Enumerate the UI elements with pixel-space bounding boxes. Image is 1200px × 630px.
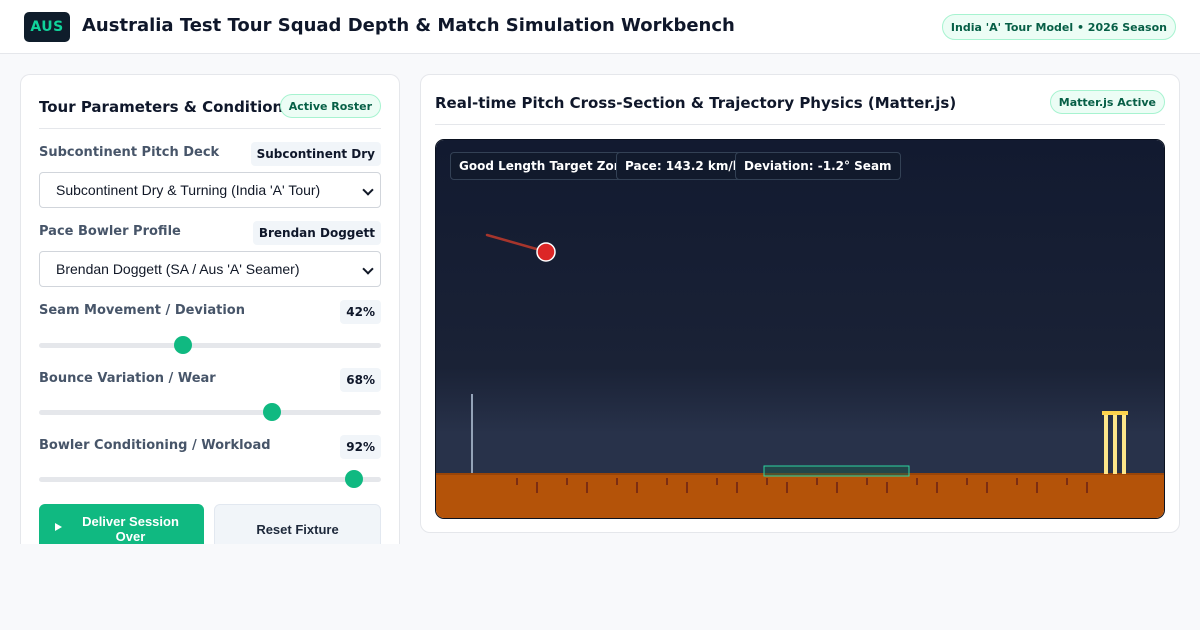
night-sky-background <box>436 140 1164 474</box>
cricket-ball <box>536 242 556 262</box>
bounce-variation-label: Bounce Variation / Wear <box>39 371 216 386</box>
hud-pace: Pace: 143.2 km/h <box>616 152 751 180</box>
pitch-soil <box>436 474 1164 518</box>
bowler-conditioning-slider-thumb[interactable] <box>344 470 363 488</box>
ball-trajectory-trail <box>485 233 542 252</box>
page-footer-space <box>0 544 1200 630</box>
deliver-button-label: Deliver Session Over <box>82 514 179 544</box>
seam-movement-slider[interactable] <box>39 336 381 354</box>
play-icon <box>55 523 62 531</box>
reset-fixture-button[interactable]: Reset Fixture <box>214 504 381 544</box>
chevron-down-icon <box>362 263 374 275</box>
soil-crack-marks <box>516 478 1088 493</box>
brand-logo: AUS <box>24 12 70 42</box>
good-length-target-zone <box>763 465 910 477</box>
bounce-variation-slider-thumb[interactable] <box>262 403 281 421</box>
physics-panel-title: Real-time Pitch Cross-Section & Trajecto… <box>435 94 957 112</box>
bowler-profile-label: Pace Bowler Profile <box>39 224 181 239</box>
pitch-deck-select[interactable]: Subcontinent Dry & Turning (India 'A' To… <box>39 172 381 208</box>
bowler-conditioning-slider[interactable] <box>39 470 381 488</box>
bowler-conditioning-label: Bowler Conditioning / Workload <box>39 438 271 453</box>
panel-title: Tour Parameters & Conditions <box>39 98 293 116</box>
pitch-deck-value-chip: Subcontinent Dry <box>250 142 381 166</box>
stumps <box>1102 411 1128 474</box>
bounce-variation-value: 68% <box>340 368 381 392</box>
hud-target-zone: Good Length Target Zone <box>450 152 640 180</box>
matter-js-active-badge: Matter.js Active <box>1049 90 1165 114</box>
pitch-physics-panel: Real-time Pitch Cross-Section & Trajecto… <box>420 74 1180 533</box>
seam-movement-slider-thumb[interactable] <box>173 336 192 354</box>
bowler-profile-selected-value: Brendan Doggett (SA / Aus 'A' Seamer) <box>56 261 300 277</box>
active-roster-badge: Active Roster <box>279 94 381 118</box>
pitch-simulation-canvas[interactable]: Good Length Target Zone Pace: 143.2 km/h… <box>435 139 1165 519</box>
bowler-profile-value-chip: Brendan Doggett <box>252 221 381 245</box>
season-badge: India 'A' Tour Model • 2026 Season <box>941 14 1176 40</box>
tour-parameters-panel: Tour Parameters & Conditions Active Rost… <box>20 74 400 544</box>
bounce-variation-slider[interactable] <box>39 403 381 421</box>
bowler-conditioning-value: 92% <box>340 435 381 459</box>
chevron-down-icon <box>362 184 374 196</box>
deliver-session-over-button[interactable]: Deliver Session Over <box>39 504 204 544</box>
hud-deviation: Deviation: -1.2° Seam <box>735 152 901 180</box>
panel-divider <box>39 128 381 129</box>
pitch-deck-label: Subcontinent Pitch Deck <box>39 145 220 160</box>
app-title: Australia Test Tour Squad Depth & Match … <box>82 15 735 36</box>
physics-panel-divider <box>435 124 1165 125</box>
bowler-profile-select[interactable]: Brendan Doggett (SA / Aus 'A' Seamer) <box>39 251 381 287</box>
top-bar: AUS Australia Test Tour Squad Depth & Ma… <box>0 0 1200 54</box>
pitch-deck-selected-value: Subcontinent Dry & Turning (India 'A' To… <box>56 182 321 198</box>
pitch-cross-section-svg <box>436 140 1164 518</box>
seam-movement-label: Seam Movement / Deviation <box>39 303 245 318</box>
seam-movement-value: 42% <box>340 300 381 324</box>
